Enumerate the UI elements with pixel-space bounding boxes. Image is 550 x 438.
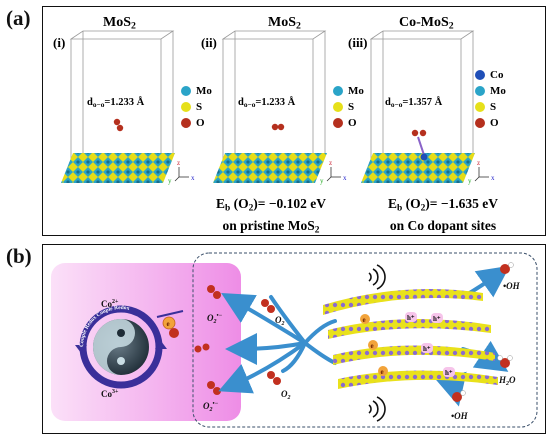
panel-a-label: (a) — [6, 6, 31, 30]
mos2-slab-1 — [61, 153, 175, 183]
s-atom-icon — [475, 102, 485, 112]
cell-1-title: MoS2 — [103, 15, 136, 32]
energy-pristine: Eb (O2)= −0.102 eV on pristine MoS2 — [215, 196, 327, 236]
co3-label: Co3+ — [101, 389, 119, 399]
mos2-slab-3 — [361, 153, 475, 183]
svg-text:x: x — [491, 174, 495, 182]
electron-transfer: e — [156, 310, 184, 338]
catalyst-boundary — [192, 252, 538, 428]
svg-text:z: z — [177, 159, 180, 167]
o2-molecule-1 — [113, 118, 124, 132]
o2-molecule-bottom: O2 — [267, 371, 291, 401]
o2-radical-top: O2•− — [207, 285, 223, 325]
svg-text:y: y — [320, 177, 324, 185]
svg-text:e: e — [371, 342, 374, 350]
cell-2-distance: do−o=1.233 Å — [238, 97, 296, 109]
mechanism-svg: Co2+ Co3+ Couple Redox Couple Redox e O2… — [51, 252, 538, 428]
panel-b: Co2+ Co3+ Couple Redox Couple Redox e O2… — [42, 244, 546, 434]
svg-text:O2•−: O2•− — [203, 401, 219, 413]
cell-1-label: (i) — [53, 35, 66, 50]
co-mos2-layers — [323, 289, 498, 389]
svg-text:•OH: •OH — [451, 411, 469, 421]
energy-co-doped: Eb (O2)= −1.635 eV on Co dopant sites — [387, 196, 499, 234]
o2-molecule-top: O2 — [261, 299, 285, 327]
axis-icon-1: z y x — [168, 159, 195, 185]
svg-text:e: e — [167, 320, 170, 328]
cell-1-distance: do−o=1.233 Å — [87, 97, 145, 109]
cell-2-label: (ii) — [201, 35, 217, 50]
cell-3-title: Co-MoS2 — [399, 15, 454, 32]
o2-molecule-3 — [411, 129, 428, 161]
o2-molecule-2 — [271, 123, 285, 131]
svg-text:h⁺: h⁺ — [445, 369, 453, 377]
electrons: e e e — [360, 314, 388, 376]
panel-a: MoS2 (i) do−o=1.233 Å MoS2 (ii) do−o=1.2… — [42, 6, 546, 236]
svg-text:h⁺: h⁺ — [407, 314, 415, 322]
svg-text:•OH: •OH — [503, 281, 521, 291]
svg-text:y: y — [168, 177, 172, 185]
o-atom-icon — [475, 118, 485, 128]
svg-text:e: e — [381, 368, 384, 376]
svg-text:e: e — [363, 316, 366, 324]
o-atom-icon — [181, 118, 191, 128]
panel-b-label: (b) — [6, 244, 32, 268]
legend-item: O — [475, 117, 499, 129]
svg-text:x: x — [191, 174, 195, 182]
axis-icon-2: z y x — [320, 159, 347, 185]
legend-item: Mo — [181, 85, 212, 97]
holes: h⁺ h⁺ h⁺ h⁺ — [405, 312, 455, 377]
legend-item: Co — [475, 69, 503, 81]
svg-text:x: x — [343, 174, 347, 182]
light-wave-icon-bottom — [368, 396, 386, 422]
svg-text:z: z — [329, 159, 332, 167]
cell-3-distance: do−o=1.357 Å — [385, 97, 443, 109]
svg-text:h⁺: h⁺ — [423, 345, 431, 353]
co-atom-icon — [475, 70, 485, 80]
legend-item: S — [475, 101, 496, 113]
legend-item: O — [333, 117, 357, 129]
legend-item: S — [181, 101, 202, 113]
legend-item: O — [181, 117, 205, 129]
svg-text:H2O: H2O — [498, 375, 516, 387]
co2-label: Co2+ — [101, 299, 119, 309]
axis-icon-3: z y x — [468, 159, 495, 185]
cell-3-label: (iii) — [348, 35, 368, 50]
mo-atom-icon — [333, 86, 343, 96]
light-wave-icon-top — [368, 264, 386, 290]
legend-item: Mo — [333, 85, 364, 97]
legend-item: Mo — [475, 85, 506, 97]
oh-product-top: •OH — [500, 262, 521, 291]
o-atom-icon — [333, 118, 343, 128]
mos2-slab-2 — [213, 153, 327, 183]
mo-atom-icon — [181, 86, 191, 96]
s-atom-icon — [333, 102, 343, 112]
svg-text:O2: O2 — [275, 315, 285, 327]
cell-2-title: MoS2 — [268, 15, 301, 32]
svg-text:h⁺: h⁺ — [433, 315, 441, 323]
svg-text:O2: O2 — [281, 389, 291, 401]
legend-item: S — [333, 101, 354, 113]
o2-molecule-mid — [194, 343, 210, 353]
svg-text:O2•−: O2•− — [207, 313, 223, 325]
svg-text:y: y — [468, 177, 472, 185]
oh-product-bottom: •OH — [451, 390, 469, 421]
svg-text:z: z — [477, 159, 480, 167]
s-atom-icon — [181, 102, 191, 112]
mo-atom-icon — [475, 86, 485, 96]
h2o-product: H2O — [497, 355, 516, 387]
